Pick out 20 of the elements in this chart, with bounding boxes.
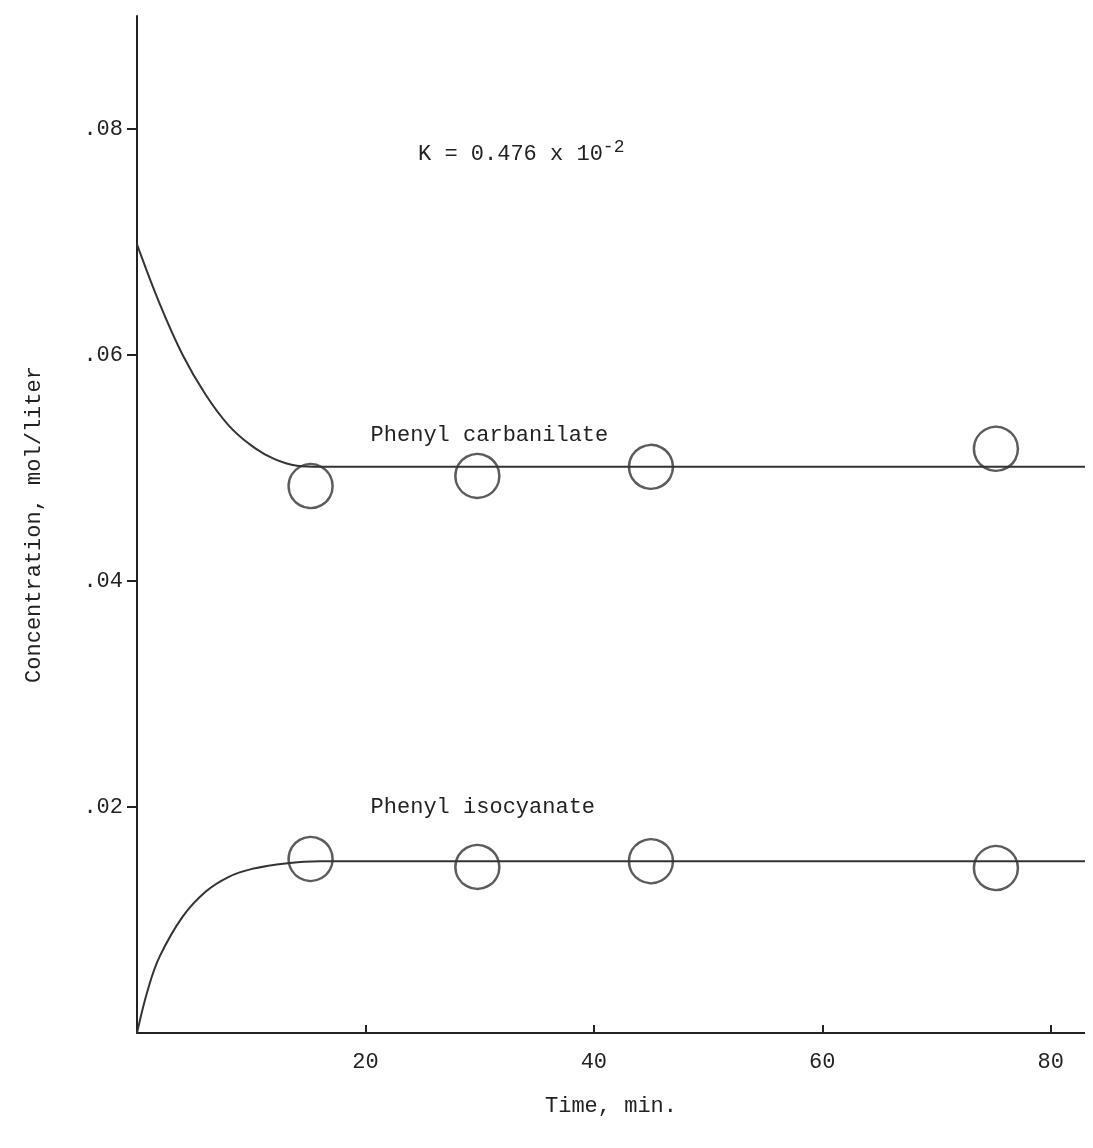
point	[287, 835, 334, 883]
series-label: Phenyl carbanilate	[370, 422, 609, 448]
x-tick-label: 20	[352, 1049, 379, 1075]
point	[972, 425, 1020, 473]
y-tick-label: .08	[83, 116, 123, 142]
y-tick-label: .06	[83, 342, 123, 368]
series-label: Phenyl isocyanate	[370, 795, 596, 821]
point	[287, 462, 334, 510]
point	[627, 838, 675, 885]
point	[972, 844, 1020, 892]
point	[627, 443, 675, 491]
y-tick-label: .02	[83, 794, 123, 820]
x-axis-title: Time, min.	[544, 1093, 678, 1119]
y-tick-label: .04	[83, 568, 123, 594]
point	[454, 452, 501, 500]
point	[454, 843, 501, 891]
x-tick-label: 80	[1037, 1049, 1064, 1075]
x-tick-label: 60	[809, 1049, 836, 1075]
x-tick-label: 40	[580, 1049, 608, 1075]
y-axis-title: Concentration, mol/liter	[21, 366, 47, 683]
